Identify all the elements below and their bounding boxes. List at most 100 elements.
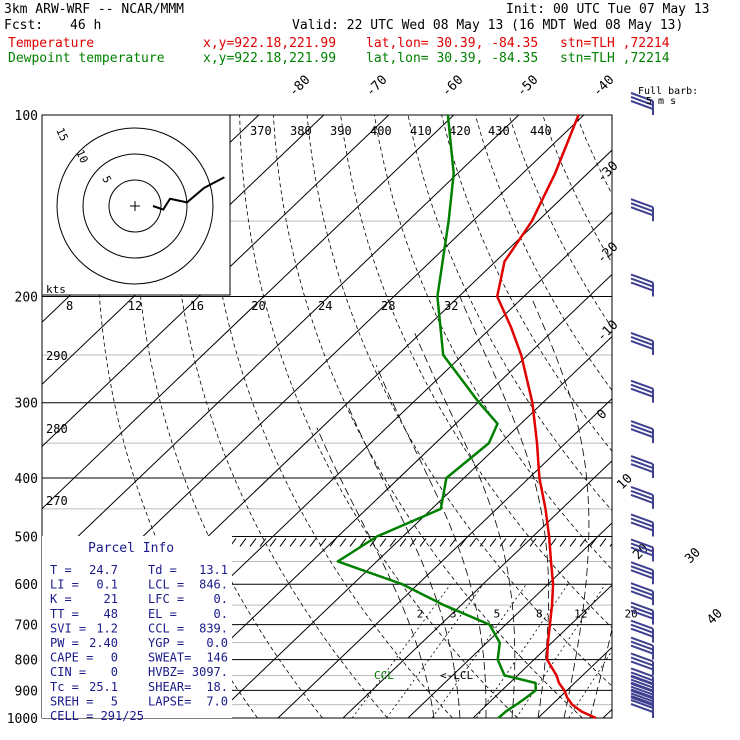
hatch-mark	[279, 538, 287, 547]
parcel-param-name: T =	[50, 563, 72, 577]
dry-adiabat-340	[407, 115, 612, 512]
hatch-mark	[459, 538, 467, 547]
pressure-label-1000: 1000	[7, 712, 38, 727]
wind-barb	[630, 601, 654, 625]
hatch-mark	[489, 538, 497, 547]
parcel-param-value: 25.1	[89, 680, 118, 694]
hatch-mark	[249, 538, 257, 547]
isotherm-label--60: -60	[439, 73, 466, 100]
moist-adiabat-20	[459, 296, 549, 718]
hatch-mark	[239, 538, 247, 547]
theta-label-410: 410	[410, 124, 432, 138]
isotherm-label--50: -50	[514, 73, 541, 100]
valid-time: Valid: 22 UTC Wed 08 May 13 (16 MDT Wed …	[292, 18, 684, 33]
pressure-label-100: 100	[15, 109, 38, 124]
parcel-param-name: SVI =	[50, 621, 86, 635]
hatch-mark	[569, 538, 577, 547]
parcel-param-name: Td =	[148, 563, 177, 577]
isotherm-label--10: -10	[594, 318, 621, 345]
hatch-mark	[519, 538, 527, 547]
parcel-param-name: PW =	[50, 636, 79, 650]
dry-adiabat-350	[441, 115, 612, 452]
hatch-mark	[469, 538, 477, 547]
hodograph-speed-label-24: 24	[318, 299, 332, 313]
wind-barb-flag	[630, 387, 654, 398]
hatch-mark	[319, 538, 327, 547]
wind-barb	[630, 513, 654, 537]
wind-barb-flag	[630, 379, 654, 390]
dry-adiabat-300	[272, 115, 583, 718]
wind-barb	[630, 92, 654, 115]
moist-adiabat-32	[616, 297, 697, 719]
hodograph-ring-15	[56, 127, 214, 285]
hatch-mark	[419, 538, 427, 547]
wind-barb-flag	[630, 703, 654, 713]
wind-barb-flag	[630, 459, 654, 469]
hatch-mark	[479, 538, 487, 547]
parcel-param-name: LAPSE=	[148, 694, 191, 708]
theta-label-270: 270	[46, 494, 68, 508]
isotherm-50	[733, 115, 740, 718]
wind-barb-flag	[630, 627, 654, 638]
wind-barb-flag	[630, 689, 654, 700]
mixing-ratio-line-8	[475, 583, 569, 718]
plot-frame	[41, 114, 613, 719]
theta-label-290: 290	[46, 349, 68, 363]
parcel-param-value: 3097.	[192, 665, 228, 679]
hatch-mark	[399, 538, 407, 547]
wind-barb-flag	[630, 671, 654, 682]
wind-barb-flag	[630, 678, 654, 689]
wind-barb-flag	[630, 485, 654, 496]
isotherm-40	[668, 115, 740, 718]
wind-barb-flag	[630, 656, 654, 667]
mixing-ratio-line-12	[515, 584, 606, 718]
parcel-param-name: CCL =	[148, 621, 184, 635]
isotherm-label-0: 0	[594, 407, 610, 423]
hodograph-ring-5	[108, 179, 162, 233]
hatch-mark	[509, 538, 517, 547]
theta-label-440: 440	[530, 124, 552, 138]
isotherm--100	[42, 115, 390, 448]
theta-label-430: 430	[488, 124, 510, 138]
moist-adiabat-16	[414, 332, 516, 718]
dry-adiabat-370	[508, 115, 612, 329]
theta-label-420: 420	[449, 124, 471, 138]
hatch-mark	[449, 538, 457, 547]
mixing-ratio-label-20: 20	[624, 608, 637, 621]
isotherm-label--20: -20	[594, 240, 621, 267]
wind-barb-flag	[630, 538, 654, 549]
dry-adiabat-260	[134, 115, 323, 718]
theta-label-370: 370	[250, 124, 272, 138]
parcel-param-value: 846.	[199, 578, 228, 592]
wind-barb-flag	[630, 590, 654, 601]
isotherm--30	[212, 335, 612, 718]
parcel-param-value: 24.7	[89, 563, 118, 577]
model-title: 3km ARW-WRF -- NCAR/MMM	[4, 2, 185, 17]
parcel-param-value: 0.	[214, 607, 228, 621]
hodograph-inset	[41, 114, 231, 296]
hatch-mark	[609, 542, 612, 547]
parcel-param-value: 2.40	[89, 636, 118, 650]
forecast-hour: 46 h	[70, 18, 102, 33]
wind-barb-flag	[630, 332, 654, 342]
hatch-mark	[559, 538, 567, 547]
wind-barb-flag	[630, 281, 654, 292]
hatch-mark	[349, 538, 357, 547]
theta-label-280: 280	[46, 422, 68, 436]
hatch-mark	[599, 538, 607, 547]
hatch-mark	[429, 538, 437, 547]
legend-temperature-name: Temperature	[8, 36, 95, 51]
hatch-mark	[289, 538, 297, 547]
dry-adiabat-410	[644, 115, 740, 718]
wind-barb-flag	[630, 601, 654, 612]
wind-barb-flag	[630, 667, 654, 678]
dewpoint-trace	[336, 114, 537, 719]
hatch-mark	[589, 538, 597, 547]
pressure-label-800: 800	[15, 654, 38, 669]
wind-barb-flag	[630, 206, 654, 217]
pressure-label-500: 500	[15, 530, 38, 545]
pressure-label-600: 600	[15, 578, 38, 593]
wind-barb-flag	[630, 383, 654, 394]
wind-barb	[630, 619, 654, 643]
theta-label-390: 390	[330, 124, 352, 138]
